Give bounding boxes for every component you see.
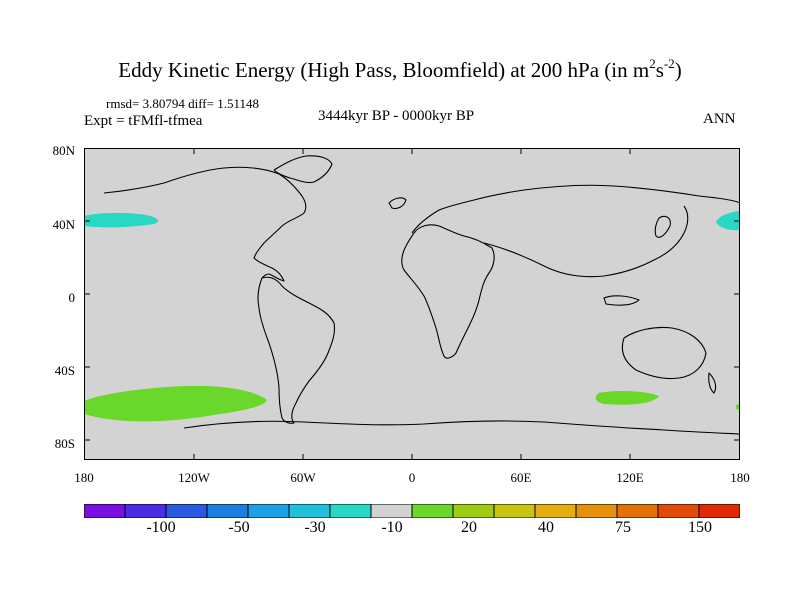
indian-ocean-area [595, 391, 659, 405]
colorbar-label-40: 40 [538, 519, 554, 536]
map-frame [84, 148, 740, 460]
asia-south-coast [483, 205, 689, 278]
stats-text: rmsd= 3.80794 diff= 1.51148 [106, 96, 259, 111]
colorbar [84, 504, 740, 518]
greenland-coast [273, 155, 333, 184]
antarctica-coast [183, 420, 740, 435]
colorbar-box [575, 504, 618, 518]
eurasia-north-coast [411, 184, 740, 234]
colorbar-label-neg100: -100 [146, 519, 176, 536]
colorbar-label-neg10: -10 [381, 519, 403, 536]
colorbar-box [534, 504, 577, 518]
lat-label-40n: 40N [52, 217, 75, 232]
lat-label-eq: 0 [68, 290, 76, 305]
lon-label-180w: 180 [74, 470, 94, 485]
coastlines [103, 155, 740, 435]
north-pacific-west-area [84, 212, 158, 228]
colorbar-box [84, 504, 126, 518]
lon-label-0: 0 [408, 470, 416, 485]
australia-coast [621, 326, 707, 380]
anomaly-areas [84, 211, 740, 422]
colorbar-label-neg50: -50 [228, 519, 250, 536]
world-map [84, 148, 740, 460]
experiment-label: Expt = tFMfl-tfmea [84, 113, 203, 129]
colorbar-box [698, 504, 740, 518]
colorbar-label-neg30: -30 [304, 519, 326, 536]
lon-label-60w: 60W [290, 470, 316, 485]
colorbar-box [370, 504, 413, 518]
lat-label-80s: 80S [54, 436, 75, 451]
colorbar-label-20: 20 [461, 519, 477, 536]
lon-label-120w: 120W [178, 470, 210, 485]
lat-label-80n: 80N [52, 143, 75, 158]
colorbar-box [493, 504, 536, 518]
lon-label-120e: 120E [616, 470, 644, 485]
south-america-coast [257, 276, 336, 424]
colorbar-box [329, 504, 372, 518]
lon-label-60e: 60E [510, 470, 532, 485]
season-label: ANN [703, 111, 736, 127]
north-america-coast [103, 166, 307, 282]
colorbar-box [124, 504, 167, 518]
africa-coast [401, 224, 495, 359]
lat-label-40s: 40S [54, 363, 75, 378]
lon-label-180e: 180 [730, 470, 750, 485]
colorbar-box [206, 504, 249, 518]
japan-coast [654, 215, 671, 238]
colorbar-box [411, 504, 454, 518]
colorbar-box [247, 504, 290, 518]
new-zealand-coast [708, 372, 717, 394]
indonesia-coast [603, 295, 640, 306]
colorbar-box [616, 504, 659, 518]
colorbar-box [165, 504, 208, 518]
colorbar-box [288, 504, 331, 518]
colorbar-label-150: 150 [688, 519, 712, 536]
south-pacific-area [84, 385, 267, 422]
colorbar-box [657, 504, 700, 518]
plot-title: Eddy Kinetic Energy (High Pass, Bloomfie… [118, 56, 682, 82]
british-isles-coast [388, 197, 407, 210]
colorbar-box [452, 504, 495, 518]
period-label: 3444kyr BP - 0000kyr BP [318, 108, 475, 124]
north-pacific-east-area [716, 211, 740, 231]
colorbar-label-75: 75 [615, 519, 631, 536]
